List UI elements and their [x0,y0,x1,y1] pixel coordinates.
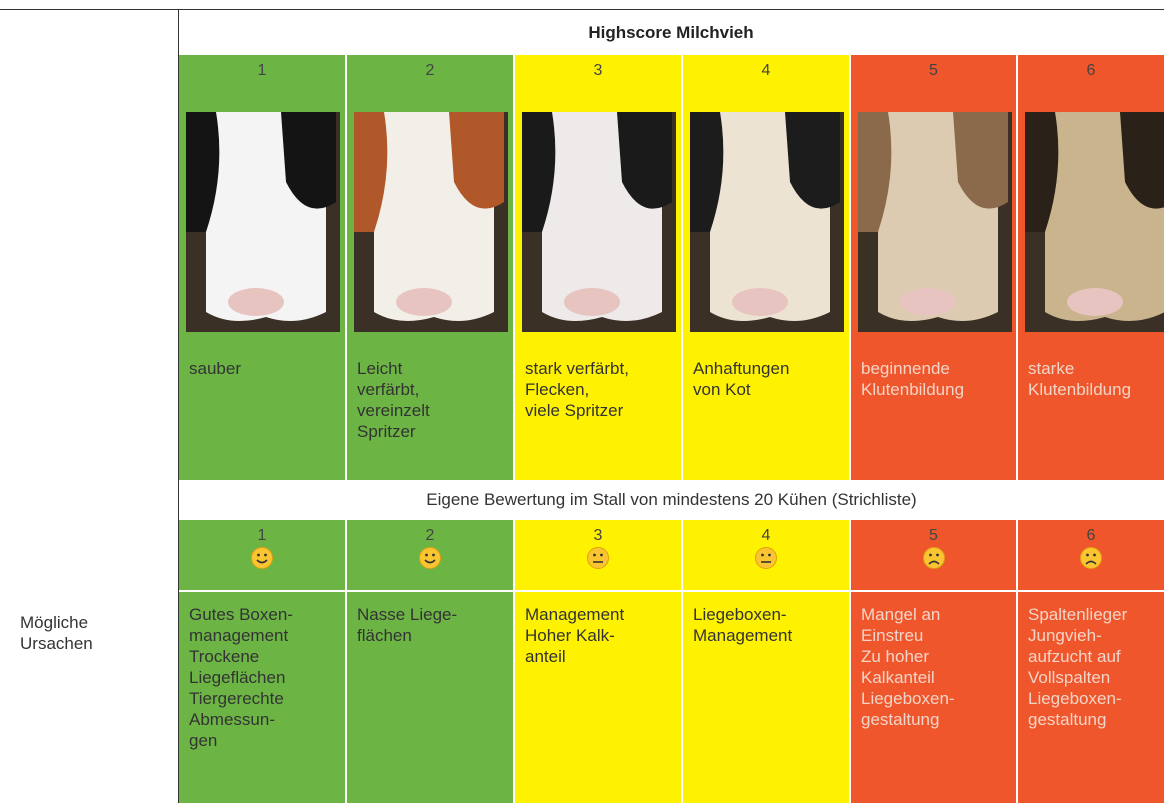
rating-number: 4 [761,527,771,544]
cause-cell [179,592,345,803]
mood-icon [755,547,777,569]
description: beginnende Klutenbildung [861,359,965,399]
rating-number: 2 [425,527,435,544]
cause-text: Gutes Boxen- management Trockene Liegefl… [189,605,293,750]
mood-icon [251,547,273,569]
description: sauber [189,359,241,378]
description: stark verfärbt, Flecken, viele Spritzer [525,359,629,420]
cause-cell [515,592,681,803]
top-rule [0,9,1164,10]
score-number: 6 [1086,62,1096,79]
cause-text: Nasse Liege- flächen [357,605,458,645]
rating-number: 5 [929,527,938,544]
score-number: 1 [257,62,267,79]
causes-label: Mögliche Ursachen [20,613,93,653]
cause-cell [347,592,513,803]
score-number: 3 [593,62,603,79]
rating-number: 1 [257,527,267,544]
cause-cell [683,592,849,803]
score-number: 5 [929,62,938,79]
mood-icon [1080,547,1102,569]
cause-cell [851,592,1016,803]
cause-text: Spaltenlieger Jungvieh- aufzucht auf Vol… [1028,605,1128,729]
rating-number: 6 [1086,527,1096,544]
cow-photo [858,112,1012,332]
cow-photo [522,112,676,332]
mood-icon [922,547,945,569]
score-number: 2 [425,62,435,79]
cause-text: Mangel an Einstreu Zu hoher Kalkanteil L… [861,605,955,729]
cow-photo [186,112,340,332]
cow-photo [1025,112,1164,332]
description: Anhaftungen von Kot [693,359,790,399]
cow-photo [690,112,844,332]
rating-number: 3 [593,527,603,544]
description: starke Klutenbildung [1028,359,1132,399]
cause-cell [1018,592,1164,803]
cow-photo [354,112,508,332]
mood-icon [419,547,441,569]
cause-text: Liegeboxen- Management [693,605,793,645]
column-rule [178,9,179,803]
mood-icon [587,547,609,569]
cause-text: Management Hoher Kalk- anteil [525,605,625,666]
score-number: 4 [761,62,771,79]
assessment-note: Eigene Bewertung im Stall von mindestens… [426,490,917,509]
table-title: Highscore Milchvieh [588,23,754,42]
description: Leicht verfärbt, vereinzelt Spritzer [357,359,430,441]
